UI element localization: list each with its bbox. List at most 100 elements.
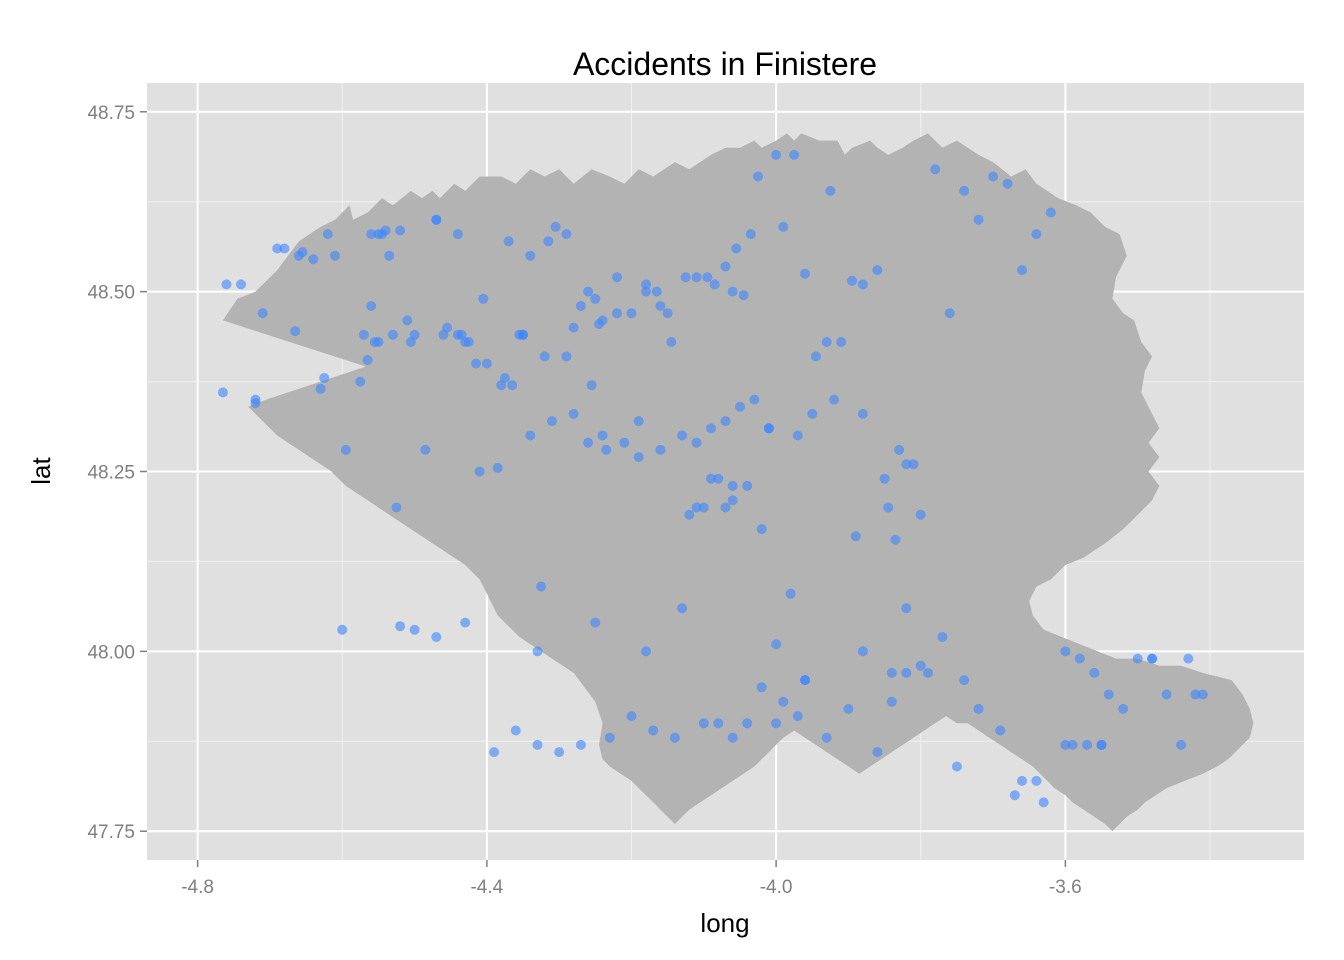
accident-point xyxy=(279,243,290,254)
accident-point xyxy=(604,732,615,743)
accident-point xyxy=(771,718,782,729)
accident-point xyxy=(626,711,637,722)
accident-point xyxy=(496,380,507,391)
accident-point xyxy=(930,164,941,175)
accident-point xyxy=(825,185,836,196)
y-tick-label: 48.00 xyxy=(87,642,135,663)
accident-point xyxy=(669,732,680,743)
accident-point xyxy=(706,473,716,484)
x-axis: -4.8 -4.4 -4.0 -3.6 xyxy=(181,860,1082,898)
accident-point xyxy=(641,646,651,657)
accident-point xyxy=(583,286,594,297)
accident-point xyxy=(431,214,442,225)
accident-point xyxy=(691,272,702,283)
accident-point xyxy=(698,718,709,729)
accident-point xyxy=(1161,689,1172,700)
accident-point xyxy=(720,416,731,427)
accident-point xyxy=(720,261,731,272)
accident-point xyxy=(901,459,912,470)
accident-point xyxy=(944,308,955,319)
accident-point xyxy=(1103,689,1114,700)
accident-point xyxy=(525,430,536,441)
accident-point xyxy=(1147,653,1158,664)
accident-point xyxy=(742,480,753,491)
accident-point xyxy=(409,624,420,635)
accident-point xyxy=(474,466,485,477)
accident-point xyxy=(340,444,351,455)
accident-point xyxy=(391,502,402,513)
accident-point xyxy=(612,272,622,283)
accident-point xyxy=(272,243,283,254)
accident-point xyxy=(1002,178,1013,189)
accident-point xyxy=(662,308,673,319)
accident-point xyxy=(713,718,724,729)
accident-point xyxy=(387,329,398,340)
accident-point xyxy=(709,279,720,290)
accident-point xyxy=(706,423,716,434)
accident-point xyxy=(691,502,702,513)
accident-point xyxy=(792,430,803,441)
accident-point xyxy=(597,315,608,326)
accident-point xyxy=(959,185,970,196)
accident-point xyxy=(590,293,601,304)
accident-point xyxy=(655,301,666,311)
accident-point xyxy=(843,703,854,714)
accident-point xyxy=(1031,775,1042,786)
accident-point xyxy=(915,660,926,671)
accident-point xyxy=(749,394,760,405)
accident-point xyxy=(713,473,724,484)
accident-point xyxy=(1031,229,1042,240)
accident-point xyxy=(857,646,868,657)
accident-point xyxy=(366,229,377,240)
accident-point xyxy=(1132,653,1143,664)
accident-point xyxy=(315,383,326,394)
chart-title: Accidents in Finistere xyxy=(573,46,877,82)
accident-point xyxy=(536,581,547,592)
y-tick-label: 48.50 xyxy=(87,283,135,304)
accident-point xyxy=(753,171,763,182)
accident-point xyxy=(460,617,471,628)
accident-point xyxy=(857,279,868,290)
accident-point xyxy=(651,286,662,297)
accident-point xyxy=(771,639,782,650)
accident-point xyxy=(373,337,384,347)
accident-point xyxy=(836,337,847,347)
accident-point xyxy=(532,646,543,657)
accident-point xyxy=(395,225,406,236)
accident-point xyxy=(452,229,463,240)
accident-point xyxy=(1190,689,1201,700)
accident-point xyxy=(633,416,644,427)
accident-point xyxy=(800,268,810,279)
x-axis-title: long xyxy=(700,908,749,938)
accident-point xyxy=(785,588,796,599)
accident-point xyxy=(319,373,330,383)
accident-point xyxy=(1038,797,1049,808)
accident-point xyxy=(648,725,659,736)
accident-point xyxy=(879,473,890,484)
x-tick-label: -4.0 xyxy=(760,877,793,898)
x-tick-label: -4.8 xyxy=(181,877,214,898)
accident-point xyxy=(756,682,767,693)
accident-point xyxy=(612,308,622,319)
accident-point xyxy=(460,337,471,347)
accident-point xyxy=(402,315,413,326)
accident-point xyxy=(1060,739,1071,750)
accident-point xyxy=(547,416,557,427)
accident-point xyxy=(568,408,579,419)
accident-point xyxy=(583,437,594,448)
accident-points xyxy=(217,149,1208,808)
accident-point xyxy=(886,696,897,707)
accident-point xyxy=(575,739,586,750)
accident-point xyxy=(337,624,348,635)
accident-point xyxy=(1009,790,1020,801)
accident-point xyxy=(601,444,612,455)
accident-point xyxy=(1197,689,1208,700)
accident-point xyxy=(561,351,572,362)
accident-point xyxy=(857,408,868,419)
accident-point xyxy=(951,761,962,772)
accident-point xyxy=(1060,646,1071,657)
accident-point xyxy=(438,329,449,340)
accident-point xyxy=(763,423,774,434)
accident-point xyxy=(641,279,651,290)
